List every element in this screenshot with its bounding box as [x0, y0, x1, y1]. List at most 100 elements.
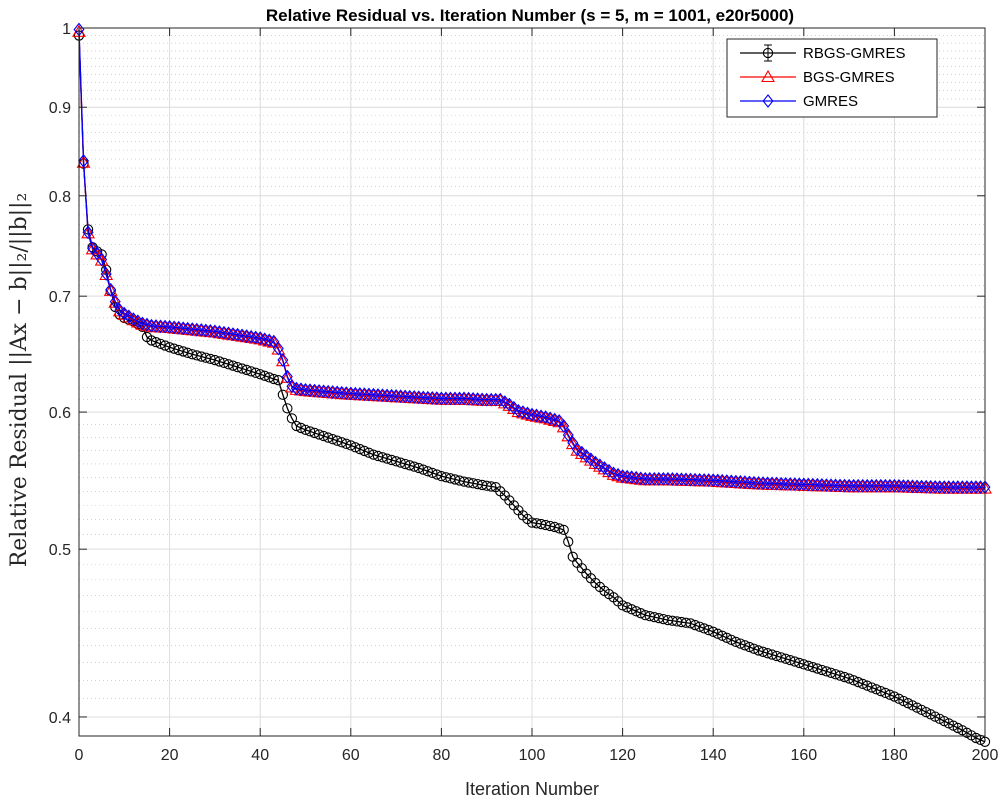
data-point [929, 480, 941, 494]
data-point [789, 477, 801, 491]
data-point [653, 472, 665, 486]
data-point [811, 477, 823, 492]
data-point [617, 600, 628, 611]
data-point [708, 626, 719, 637]
data-point [897, 479, 909, 493]
data-point [440, 391, 452, 406]
data-point [938, 480, 950, 495]
data-point [870, 478, 882, 493]
data-point [150, 319, 162, 333]
data-point [716, 473, 728, 488]
data-point [236, 328, 248, 343]
data-point [979, 736, 991, 747]
data-point [105, 282, 117, 297]
data-point [635, 608, 646, 619]
data-point [426, 391, 438, 405]
data-point [549, 521, 560, 533]
data-point [680, 472, 692, 487]
data-point [313, 384, 325, 398]
data-point [291, 420, 302, 432]
data-point [218, 325, 230, 340]
series-gmres [73, 22, 991, 495]
legend-label: RBGS-GMRES [803, 45, 906, 62]
data-point [685, 618, 696, 629]
data-point [802, 477, 814, 492]
data-point [748, 643, 760, 654]
data-point [295, 422, 307, 434]
data-point [644, 472, 656, 486]
y-tick-label: 0.5 [49, 542, 71, 559]
data-point [794, 657, 805, 669]
data-point [965, 480, 977, 495]
data-point [277, 389, 288, 400]
data-point [114, 303, 126, 318]
data-point [386, 388, 398, 403]
data-point [309, 427, 320, 439]
series-rbgs-gmres [73, 30, 991, 747]
data-point [558, 419, 570, 433]
data-point [721, 474, 733, 488]
data-point [734, 475, 746, 489]
data-point [698, 623, 710, 634]
data-point [730, 474, 742, 489]
data-point [703, 473, 715, 487]
data-point [358, 387, 370, 402]
data-point [762, 476, 774, 491]
data-point [725, 474, 737, 489]
data-point [186, 322, 198, 337]
data-point [812, 663, 823, 674]
y-axis-ticks: 0.4 0.5 0.6 0.7 0.8 0.9 1 [49, 21, 985, 727]
data-point [743, 475, 755, 490]
data-point [345, 386, 357, 401]
data-point [472, 392, 484, 407]
data-point [155, 338, 166, 350]
data-point [775, 476, 787, 491]
data-point [852, 478, 864, 493]
data-point [250, 330, 262, 345]
data-point [925, 479, 937, 494]
data-point [458, 391, 470, 406]
data-point [757, 476, 769, 491]
legend-marker [761, 69, 775, 83]
data-point [866, 478, 878, 493]
x-tick-label: 140 [700, 747, 727, 764]
data-point [848, 675, 859, 686]
chart-title: Relative Residual vs. Iteration Number (… [266, 6, 794, 25]
data-point [345, 440, 356, 451]
x-tick-label: 200 [972, 747, 999, 764]
data-point [327, 385, 339, 399]
data-point [395, 457, 406, 468]
data-point [920, 479, 932, 494]
data-point [907, 479, 919, 494]
data-point [730, 636, 741, 648]
data-point [843, 673, 855, 684]
data-point [286, 413, 298, 424]
data-point [521, 406, 533, 421]
data-point [626, 604, 637, 615]
data-point [209, 324, 221, 339]
data-point [82, 225, 94, 240]
data-point [395, 389, 407, 404]
data-point [336, 385, 348, 400]
data-point [227, 360, 239, 371]
data-point [272, 341, 284, 356]
data-point [648, 472, 660, 486]
data-point [309, 383, 321, 398]
data-point [789, 656, 800, 667]
legend-marker [762, 94, 774, 108]
data-point [409, 461, 420, 472]
legend-box [726, 38, 938, 118]
data-point [825, 667, 837, 678]
data-point [617, 469, 629, 484]
data-point [96, 252, 108, 267]
data-point [109, 294, 121, 309]
data-point [259, 332, 271, 347]
data-point [875, 685, 886, 697]
data-point [834, 670, 846, 681]
data-point [155, 319, 167, 334]
data-point [367, 387, 379, 402]
data-point [467, 392, 479, 406]
data-point [318, 430, 329, 442]
data-point [771, 650, 782, 662]
